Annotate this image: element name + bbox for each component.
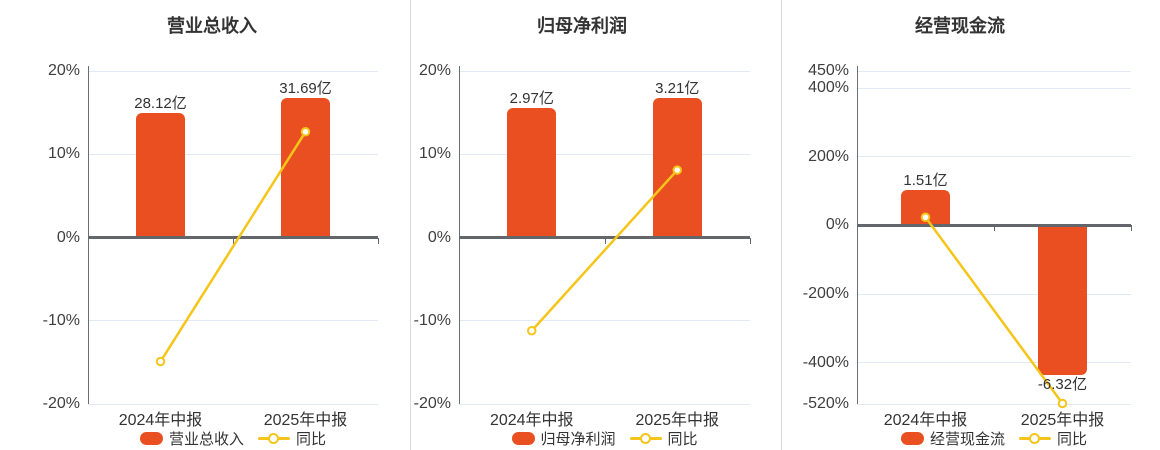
chart-panel: 归母净利润 20% 10% 0% -10% -20% 2.97亿 3.21亿 2024年中报 20…	[410, 0, 781, 450]
y-axis-tick-label: 0%	[427, 228, 451, 246]
legend-line-circle	[639, 432, 651, 444]
y-axis-line	[88, 66, 89, 404]
yoy-line	[924, 215, 1064, 405]
grid-line	[857, 87, 1131, 89]
yoy-point-2025年中报	[672, 165, 682, 175]
legend-line-circle	[268, 432, 279, 444]
y-axis-tick-label: -200%	[802, 285, 849, 303]
x-axis-category-label: 2025年中报	[263, 412, 348, 429]
y-axis-tick-label: 20%	[418, 62, 451, 79]
bar-2024年中报	[507, 108, 557, 238]
legend-bar-swatch	[511, 432, 535, 445]
x-axis-category-label: 2025年中报	[1020, 412, 1105, 429]
legend-line-marker-icon	[1019, 432, 1051, 446]
y-axis-tick-label: 10%	[418, 145, 451, 163]
legend-line-marker-icon	[258, 432, 290, 446]
grid-line	[459, 153, 750, 155]
yoy-point-2024年中报	[527, 325, 537, 336]
y-axis-tick-label: -10%	[42, 311, 80, 329]
grid-line	[459, 320, 750, 322]
yoy-point-2024年中报	[920, 212, 931, 222]
legend-bar-swatch	[900, 432, 924, 445]
y-axis-line	[459, 66, 460, 404]
legend-bar-swatch	[139, 432, 163, 445]
y-axis-tick-label: -10%	[413, 311, 451, 329]
panel-divider	[781, 0, 782, 450]
x-axis-tick	[1131, 225, 1132, 232]
chart-panel: 经营现金流 450% 400% 200% 0% -200% -400% -520% 1.51亿 -…	[781, 0, 1160, 450]
yoy-line-chart	[155, 127, 311, 367]
yoy-line	[159, 130, 307, 363]
y-axis-tick-label: 0%	[56, 228, 80, 246]
bar-2025年中报	[1038, 225, 1087, 376]
panel-divider	[410, 0, 411, 450]
x-axis-category-label: 2025年中报	[635, 412, 720, 429]
grid-line	[857, 70, 1131, 72]
legend-line-marker-icon	[629, 432, 662, 446]
y-axis-tick-label: -20%	[413, 395, 451, 412]
x-axis-category-label: 2024年中报	[118, 412, 203, 429]
y-axis-tick-label: 20%	[47, 62, 80, 79]
chart-title: 营业总收入	[167, 16, 257, 36]
y-axis-tick-label: -520%	[802, 395, 849, 412]
legend-line-label: 同比	[667, 431, 698, 448]
chart-panel: 营业总收入 20% 10% 0% -10% -20% 28.12亿 31.69亿 2024年中报…	[0, 0, 410, 450]
grid-line	[459, 403, 750, 405]
legend-bar-label: 营业总收入	[168, 431, 244, 448]
grid-line	[88, 70, 378, 72]
x-axis-tick	[604, 237, 606, 244]
grid-line	[857, 293, 1131, 295]
grid-line	[857, 156, 1131, 158]
bar-2024年中报	[136, 113, 185, 238]
bar-value-label: 1.51亿	[903, 171, 948, 189]
legend-line-label: 同比	[1057, 431, 1088, 448]
grid-line	[857, 403, 1131, 405]
yoy-line-chart	[527, 165, 682, 336]
grid-line	[88, 153, 378, 155]
grid-line	[88, 403, 378, 405]
yoy-line	[530, 168, 679, 332]
bar-2025年中报	[281, 97, 330, 238]
chart-title: 经营现金流	[915, 16, 1005, 36]
bar-value-label: 31.69亿	[279, 79, 332, 97]
bar-value-label: 2.97亿	[509, 90, 554, 108]
x-axis-tick	[233, 237, 234, 244]
x-axis-category-label: 2024年中报	[489, 412, 574, 429]
y-axis-tick-label: 10%	[47, 145, 80, 163]
grid-line	[459, 70, 750, 72]
chart-legend: 营业总收入 同比	[139, 428, 327, 449]
y-axis-tick-label: -20%	[42, 395, 80, 412]
y-axis-tick-label: 400%	[808, 79, 849, 97]
yoy-point-2025年中报	[1057, 398, 1068, 409]
yoy-line-chart	[920, 212, 1068, 409]
y-axis-tick-label: 200%	[808, 147, 849, 165]
x-axis-tick	[378, 237, 379, 244]
y-axis-tick-label: 450%	[808, 62, 849, 79]
chart-legend: 归母净利润 同比	[511, 428, 698, 449]
bar-value-label: 3.21亿	[655, 79, 700, 97]
legend-bar-label: 归母净利润	[540, 431, 616, 448]
grid-line	[88, 320, 378, 322]
grid-line	[857, 362, 1131, 364]
y-axis-tick-label: 0%	[825, 216, 849, 234]
y-axis-line	[857, 66, 858, 404]
chart-title: 归母净利润	[537, 16, 627, 36]
yoy-point-2024年中报	[155, 356, 166, 367]
x-axis-tick	[994, 225, 995, 232]
legend-bar-label: 经营现金流	[929, 431, 1005, 448]
chart-legend: 经营现金流 同比	[900, 428, 1088, 449]
bar-value-label: -6.32亿	[1037, 376, 1088, 394]
y-axis-tick-label: -400%	[802, 353, 849, 371]
yoy-point-2025年中报	[300, 127, 311, 137]
x-axis-category-label: 2024年中报	[883, 412, 968, 429]
legend-line-label: 同比	[296, 431, 327, 448]
legend-line-circle	[1029, 432, 1040, 444]
bar-value-label: 28.12亿	[134, 95, 187, 113]
x-axis-tick	[750, 237, 751, 244]
